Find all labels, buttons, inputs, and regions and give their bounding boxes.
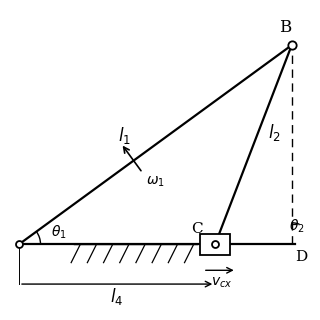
Text: D: D xyxy=(295,250,307,263)
Bar xyxy=(200,234,230,255)
Text: $\omega_1$: $\omega_1$ xyxy=(146,175,164,189)
Text: $\theta_2$: $\theta_2$ xyxy=(289,217,304,235)
Text: C: C xyxy=(191,222,203,236)
Text: $\theta_1$: $\theta_1$ xyxy=(51,223,67,241)
Text: $l_1$: $l_1$ xyxy=(118,125,131,146)
Text: B: B xyxy=(279,19,292,36)
Text: $l_2$: $l_2$ xyxy=(268,122,281,143)
Text: $l_4$: $l_4$ xyxy=(110,286,124,307)
Text: $v_{cx}$: $v_{cx}$ xyxy=(211,275,232,290)
